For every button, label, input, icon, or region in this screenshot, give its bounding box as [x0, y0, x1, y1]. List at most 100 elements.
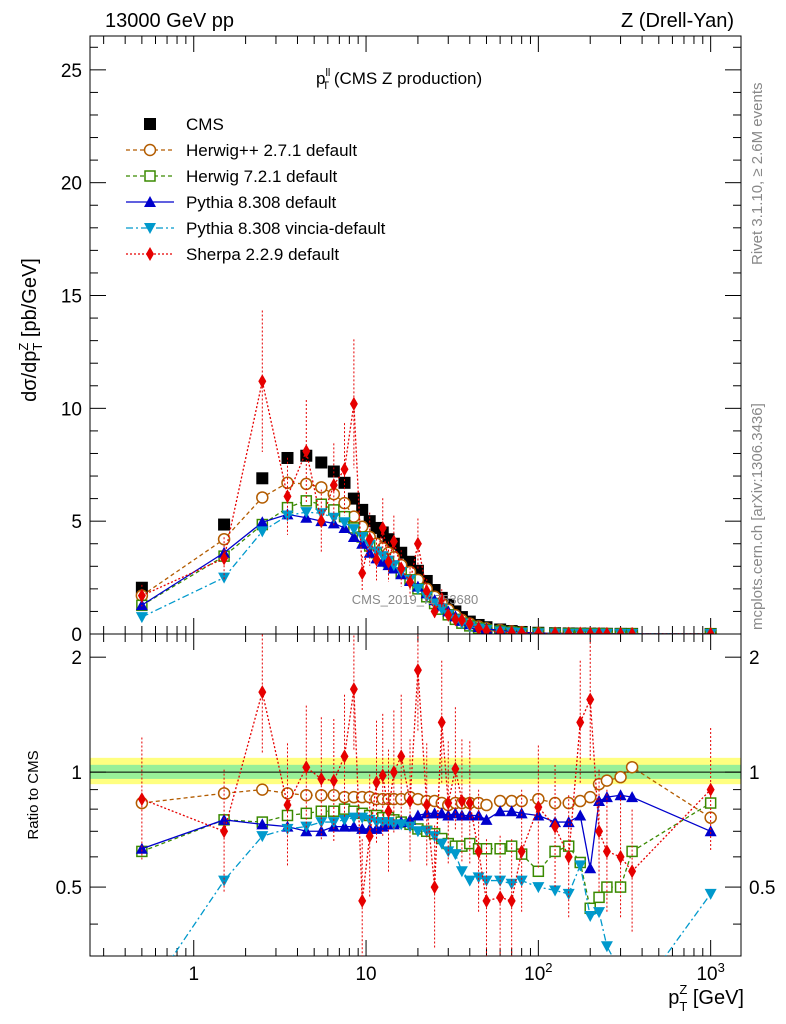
ratio-point: [455, 809, 468, 821]
legend-marker: [143, 143, 157, 157]
y-axis-ratio-label: Ratio to CMS: [25, 750, 42, 839]
ratio-uncertainty-band: [90, 757, 741, 785]
legend-label: Pythia 8.308 default: [186, 193, 337, 212]
rivet-version-label: Rivet 3.1.10, ≥ 2.6M events: [749, 83, 766, 266]
ratio-point: [428, 831, 441, 843]
data-point: [317, 514, 326, 529]
ratio-point: [602, 844, 611, 859]
energy-label: 13000 GeV pp: [105, 10, 234, 32]
data-point: [595, 626, 604, 634]
ratio-point: [532, 882, 545, 894]
data-point: [428, 598, 441, 610]
data-point: [340, 462, 349, 477]
data-point: [356, 531, 369, 543]
ratio-tick-label-right: 0.5: [749, 878, 775, 899]
ratio-point: [583, 790, 597, 804]
legend-label: Pythia 8.308 vincia-default: [186, 219, 386, 238]
data-point: [135, 612, 148, 624]
ratio-point: [220, 824, 229, 839]
data-point: [451, 612, 460, 627]
series-2: [136, 495, 717, 634]
data-point: [347, 492, 360, 505]
x-tick-label: 1: [188, 964, 199, 985]
ratio-point: [455, 866, 468, 878]
legend-entry: Herwig 7.2.1 default: [126, 167, 337, 186]
data-point: [256, 516, 269, 528]
x-tick-label: 102: [524, 960, 552, 985]
y-tick-label: 0: [71, 625, 82, 646]
ratio-point: [534, 800, 543, 815]
svg-text:mcplots.cern.ch [arXiv:1306.34: mcplots.cern.ch [arXiv:1306.3436]: [749, 403, 766, 630]
y-tick-label: 15: [61, 287, 82, 308]
y-axis-main-label: dσ/dpTZ [pb/GeV]: [16, 258, 45, 402]
ratio-point: [397, 749, 406, 764]
ratio-point: [347, 812, 360, 824]
ratio-point: [593, 891, 605, 904]
y-tick-label: 20: [61, 174, 82, 195]
x-tick-label: 103: [696, 960, 724, 985]
ratio-point: [515, 794, 528, 808]
data-point: [327, 512, 340, 524]
ratio-point: [628, 864, 637, 879]
ratio-point: [507, 893, 516, 908]
data-point: [135, 599, 148, 611]
ratio-point: [704, 797, 717, 809]
data-point: [220, 551, 229, 566]
ratio-point: [365, 829, 374, 844]
legend-entry: Pythia 8.308 default: [126, 193, 337, 212]
ratio-point: [600, 941, 613, 953]
ratio-point: [463, 875, 476, 887]
data-point: [413, 536, 422, 551]
ratio-point: [302, 760, 311, 775]
ratio-point: [457, 794, 466, 809]
legend-label: Herwig 7.2.1 default: [186, 167, 337, 186]
legend-marker: [146, 247, 154, 261]
ratio-point: [494, 805, 507, 817]
ratio-point: [349, 682, 358, 697]
ratio-point: [505, 805, 518, 817]
data-point: [564, 626, 573, 634]
legend-marker: [144, 196, 156, 207]
ratio-point: [706, 782, 715, 797]
data-point: [283, 489, 292, 504]
process-label: Z (Drell-Yan): [621, 10, 734, 32]
y-tick-label: 10: [61, 399, 82, 420]
ratio-point: [600, 791, 613, 803]
data-point: [389, 534, 398, 549]
ratio-point: [437, 715, 446, 730]
svg-text:Rivet 3.1.10, ≥ 2.6M events: Rivet 3.1.10, ≥ 2.6M events: [749, 83, 766, 266]
legend-entry: Sherpa 2.2.9 default: [126, 245, 339, 264]
ratio-point: [317, 771, 326, 786]
ratio-point: [465, 796, 474, 811]
ratio-point: [625, 760, 639, 774]
ratio-point: [329, 773, 338, 788]
ratio-point: [258, 685, 267, 700]
data-point: [347, 524, 360, 536]
data-point: [507, 625, 516, 634]
legend-entry: Herwig++ 2.7.1 default: [126, 141, 357, 160]
data-point: [465, 616, 474, 631]
data-point: [517, 625, 526, 634]
ratio-point: [372, 775, 381, 790]
data-point: [329, 478, 338, 493]
legend-marker: [144, 223, 156, 234]
data-point: [457, 613, 466, 628]
data-point: [365, 532, 374, 547]
ratio-frame: [89, 633, 742, 957]
ratio-point: [549, 885, 562, 897]
ratio-point: [574, 809, 587, 821]
data-point: [349, 396, 358, 411]
data-point: [496, 624, 505, 634]
ratio-point: [474, 844, 483, 859]
ratio-line: [141, 670, 712, 902]
data-point: [616, 626, 625, 634]
svg-text:pTZ [GeV]: pTZ [GeV]: [668, 982, 744, 1014]
ratio-plot-area: 1 10 102 103 0.5 0.5 1 1 2 2: [56, 633, 775, 985]
ratio-point: [411, 809, 424, 821]
ratio-point: [616, 849, 625, 864]
ratio-series: [135, 634, 717, 956]
main-series: [135, 310, 717, 634]
ratio-point: [435, 807, 448, 819]
data-point: [406, 575, 415, 590]
